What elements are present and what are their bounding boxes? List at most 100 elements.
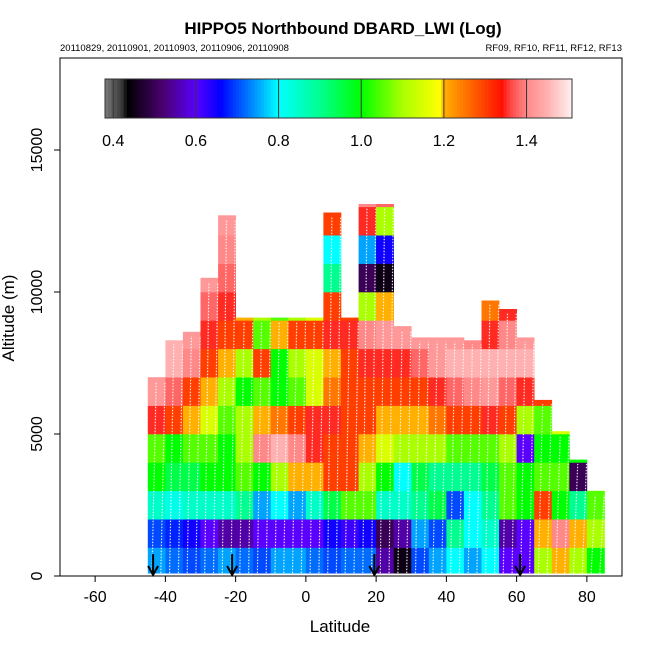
- colorbar-swatch: [273, 79, 277, 118]
- heatmap-cell: [323, 235, 342, 264]
- heatmap-cell: [218, 519, 236, 548]
- colorbar-swatch: [450, 79, 455, 118]
- colorbar-swatch: [291, 79, 296, 118]
- heatmap-cell: [428, 519, 447, 548]
- colorbar-tick-label: 0.8: [267, 133, 289, 150]
- heatmap-cell: [253, 519, 272, 548]
- flight-track-line: [371, 208, 377, 574]
- colorbar-swatch: [400, 79, 405, 118]
- x-tick-label: -40: [154, 589, 177, 606]
- heatmap-cell: [376, 320, 394, 350]
- colorbar-swatch: [500, 79, 504, 118]
- heatmap-cell: [341, 348, 359, 378]
- heatmap-cell: [218, 434, 236, 463]
- heatmap-cell: [411, 547, 430, 574]
- colorbar-swatch: [472, 79, 476, 118]
- flight-track-line: [476, 344, 482, 574]
- colorbar-tick-label: 0.4: [102, 133, 124, 150]
- heatmap-cell: [235, 320, 254, 350]
- heatmap-cell: [288, 490, 307, 520]
- heatmap-cell: [341, 462, 359, 492]
- flight-track-line: [581, 463, 588, 574]
- heatmap-cell: [305, 348, 324, 378]
- colorbar-swatch: [559, 79, 564, 118]
- heatmap-cell: [165, 462, 184, 492]
- colorbar-swatch: [241, 79, 246, 118]
- heatmap-cell: [218, 405, 236, 435]
- heatmap-cell: [534, 405, 553, 435]
- heatmap-cell: [253, 348, 272, 378]
- heatmap-cell: [323, 348, 342, 378]
- heatmap-cell: [200, 519, 219, 548]
- heatmap-cell: [341, 320, 359, 350]
- heatmap-cell: [428, 547, 447, 574]
- heatmap-cell: [288, 434, 307, 463]
- flight-track-line: [160, 381, 166, 574]
- heatmap-cell: [516, 405, 535, 435]
- colorbar-tick-label: 1.4: [515, 133, 537, 150]
- colorbar-swatch: [494, 79, 498, 118]
- flight-marker-arrow-icon: [514, 565, 527, 578]
- colorbar: 0.4 0.6 0.8 1.0 1.2 1.4: [102, 78, 573, 150]
- heatmap-cell: [481, 377, 500, 406]
- heatmap-cell: [516, 519, 535, 548]
- heatmap-cell: [358, 292, 377, 321]
- heatmap-cell: [586, 547, 605, 574]
- colorbar-swatch: [357, 79, 361, 118]
- flight-track-line: [467, 344, 473, 574]
- heatmap-cell: [200, 462, 219, 492]
- colorbar-swatch: [413, 79, 417, 118]
- heatmap-cell: [358, 206, 377, 236]
- heatmap-cell: [288, 320, 307, 350]
- heatmap-cell: [218, 490, 236, 520]
- colorbar-swatch: [117, 79, 121, 118]
- heatmap-cell: [499, 519, 517, 548]
- colorbar-swatch: [497, 79, 501, 118]
- heatmap-cell: [499, 320, 517, 350]
- colorbar-swatch: [176, 79, 181, 118]
- colorbar-swatch: [313, 79, 318, 118]
- heatmap-cell: [428, 337, 447, 350]
- heatmap-cell: [358, 320, 377, 350]
- heatmap-cell: [182, 519, 201, 548]
- colorbar-swatch: [198, 79, 202, 118]
- colorbar-swatch: [503, 79, 508, 118]
- heatmap-cell: [358, 490, 377, 520]
- heatmap-cell: [147, 405, 166, 435]
- y-tick-label: 10000: [29, 270, 46, 315]
- heatmap-cell: [358, 519, 377, 548]
- colorbar-swatch: [481, 79, 486, 118]
- heatmap-cell: [235, 434, 254, 463]
- colorbar-swatch: [456, 79, 461, 118]
- heatmap-cell: [499, 462, 517, 492]
- colorbar-swatch: [192, 79, 196, 118]
- flight-tracks: [151, 208, 605, 574]
- x-tick-label: 40: [437, 589, 455, 606]
- colorbar-swatch: [232, 79, 237, 118]
- colorbar-swatch: [298, 79, 302, 118]
- heatmap-cell: [376, 235, 394, 264]
- heatmap-cell: [586, 490, 605, 520]
- heatmap-cell: [182, 377, 201, 406]
- colorbar-swatch: [391, 79, 395, 118]
- heatmap-cell: [270, 377, 289, 406]
- heatmap-cell: [200, 434, 219, 463]
- heatmap-cell: [499, 377, 517, 406]
- colorbar-swatch: [403, 79, 408, 118]
- heatmap-cell: [411, 405, 430, 435]
- colorbar-swatch: [419, 79, 423, 118]
- heatmap-cell: [446, 547, 465, 574]
- colorbar-swatch: [235, 79, 240, 118]
- y-tick-label: 0: [29, 571, 46, 580]
- flight-track-line: [458, 341, 465, 574]
- heatmap-cell: [341, 490, 359, 520]
- heatmap-cell: [481, 405, 500, 435]
- heatmap-cell: [428, 462, 447, 492]
- heatmap-cell: [200, 547, 219, 574]
- flight-marker-arrow-icon: [368, 565, 381, 578]
- colorbar-swatch: [142, 79, 146, 118]
- y-tick-label: 5000: [29, 416, 46, 452]
- colorbar-swatch: [354, 79, 358, 118]
- heatmap-cell: [200, 405, 219, 435]
- heatmap-cell: [499, 405, 517, 435]
